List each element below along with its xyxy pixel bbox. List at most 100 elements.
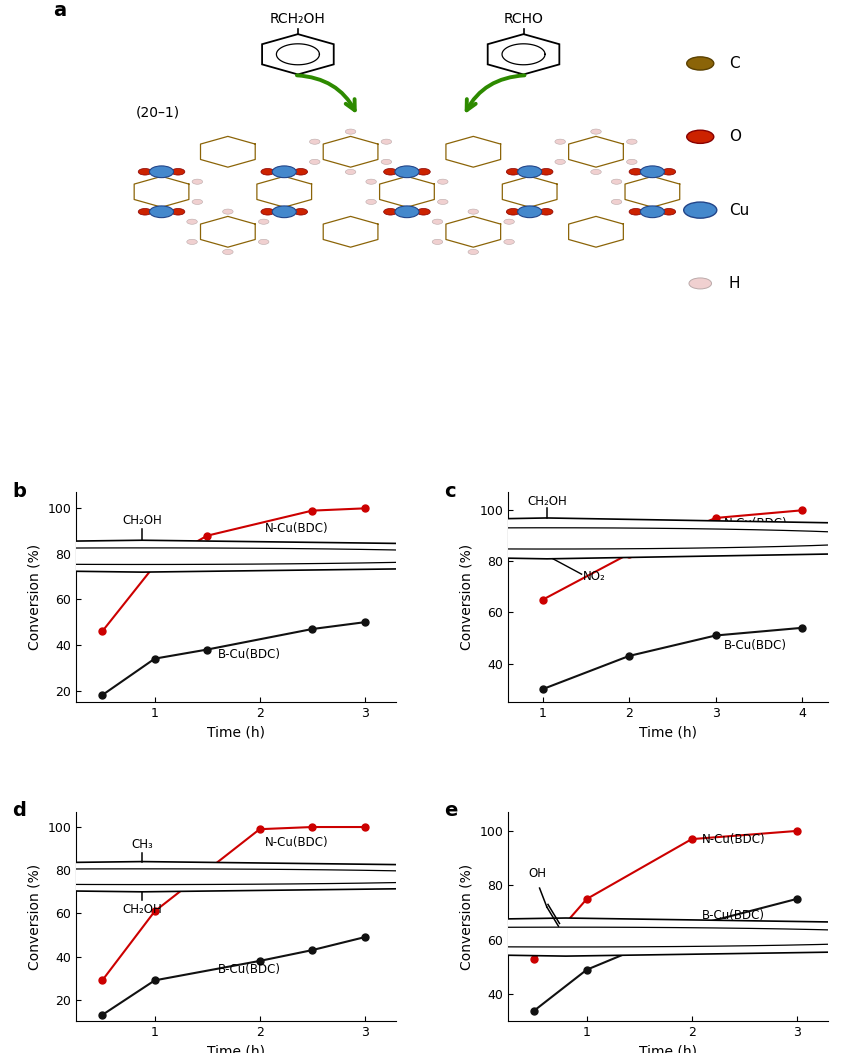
Text: H: H [728, 276, 739, 291]
Circle shape [625, 139, 636, 144]
Polygon shape [0, 518, 844, 559]
Circle shape [538, 168, 552, 175]
Circle shape [555, 159, 565, 164]
Circle shape [365, 199, 376, 204]
Circle shape [401, 170, 412, 174]
Circle shape [383, 168, 397, 175]
X-axis label: Time (h): Time (h) [638, 1045, 696, 1053]
Circle shape [416, 208, 430, 215]
Circle shape [381, 139, 391, 144]
Y-axis label: Conversion (%): Conversion (%) [459, 544, 473, 651]
Circle shape [662, 208, 675, 215]
Text: CH₂OH: CH₂OH [122, 514, 162, 526]
Circle shape [272, 166, 296, 178]
Text: B-Cu(BDC): B-Cu(BDC) [218, 648, 280, 660]
Polygon shape [262, 34, 333, 75]
Text: CH₃: CH₃ [131, 838, 153, 851]
Circle shape [138, 208, 152, 215]
Circle shape [610, 179, 621, 184]
Text: e: e [444, 801, 457, 820]
Circle shape [610, 199, 621, 204]
Text: B-Cu(BDC): B-Cu(BDC) [723, 639, 787, 652]
Circle shape [345, 130, 355, 134]
Circle shape [590, 170, 601, 175]
Circle shape [647, 170, 657, 174]
Circle shape [431, 219, 442, 224]
Circle shape [683, 202, 716, 218]
Circle shape [647, 210, 657, 215]
Circle shape [222, 250, 233, 255]
Circle shape [171, 208, 185, 215]
Circle shape [394, 206, 419, 218]
Y-axis label: Conversion (%): Conversion (%) [28, 544, 41, 651]
Circle shape [468, 210, 478, 214]
Circle shape [431, 239, 442, 244]
Circle shape [468, 250, 478, 255]
Text: NO₂: NO₂ [582, 571, 605, 583]
Circle shape [156, 210, 166, 215]
Text: N-Cu(BDC): N-Cu(BDC) [265, 836, 328, 849]
Text: N-Cu(BDC): N-Cu(BDC) [265, 522, 328, 535]
Polygon shape [0, 861, 777, 892]
Circle shape [517, 166, 541, 178]
Circle shape [506, 208, 519, 215]
Circle shape [192, 199, 203, 204]
Text: N-Cu(BDC): N-Cu(BDC) [723, 517, 787, 530]
Circle shape [309, 139, 320, 144]
Circle shape [401, 210, 412, 215]
Circle shape [437, 179, 447, 184]
Circle shape [138, 168, 152, 175]
Circle shape [149, 206, 173, 218]
Text: b: b [12, 482, 26, 501]
X-axis label: Time (h): Time (h) [207, 726, 265, 739]
Text: c: c [444, 482, 455, 501]
Polygon shape [0, 540, 777, 572]
Circle shape [258, 239, 268, 244]
Circle shape [538, 208, 552, 215]
Text: C: C [728, 56, 738, 71]
Circle shape [156, 170, 166, 174]
Text: d: d [12, 801, 26, 820]
Circle shape [662, 168, 675, 175]
Circle shape [187, 239, 197, 244]
Y-axis label: Conversion (%): Conversion (%) [28, 863, 41, 970]
Circle shape [628, 168, 641, 175]
Circle shape [503, 239, 514, 244]
Circle shape [640, 206, 663, 218]
Text: B-Cu(BDC): B-Cu(BDC) [701, 909, 765, 921]
Circle shape [640, 166, 663, 178]
Circle shape [171, 168, 185, 175]
Circle shape [686, 57, 713, 71]
Text: RCH₂OH: RCH₂OH [270, 12, 326, 25]
Circle shape [416, 168, 430, 175]
Text: a: a [53, 1, 67, 20]
Circle shape [187, 219, 197, 224]
Text: CH₂OH: CH₂OH [527, 495, 566, 508]
Circle shape [394, 166, 419, 178]
Circle shape [686, 131, 713, 143]
Circle shape [383, 208, 397, 215]
Circle shape [272, 206, 296, 218]
Circle shape [309, 159, 320, 164]
Text: B-Cu(BDC): B-Cu(BDC) [218, 963, 280, 976]
Text: OH: OH [528, 867, 546, 880]
Y-axis label: Conversion (%): Conversion (%) [459, 863, 473, 970]
Circle shape [555, 139, 565, 144]
Circle shape [294, 168, 307, 175]
Circle shape [437, 199, 447, 204]
Text: O: O [728, 130, 740, 144]
Text: CH₂OH: CH₂OH [122, 902, 162, 916]
Circle shape [222, 210, 233, 214]
Text: Cu: Cu [728, 202, 748, 218]
Circle shape [688, 278, 711, 289]
Text: N-Cu(BDC): N-Cu(BDC) [701, 833, 765, 846]
Text: (20–1): (20–1) [136, 106, 180, 120]
Circle shape [345, 170, 355, 175]
X-axis label: Time (h): Time (h) [207, 1045, 265, 1053]
Circle shape [294, 208, 307, 215]
Circle shape [628, 208, 641, 215]
Circle shape [625, 159, 636, 164]
Circle shape [261, 208, 274, 215]
Polygon shape [0, 918, 844, 956]
Circle shape [503, 219, 514, 224]
